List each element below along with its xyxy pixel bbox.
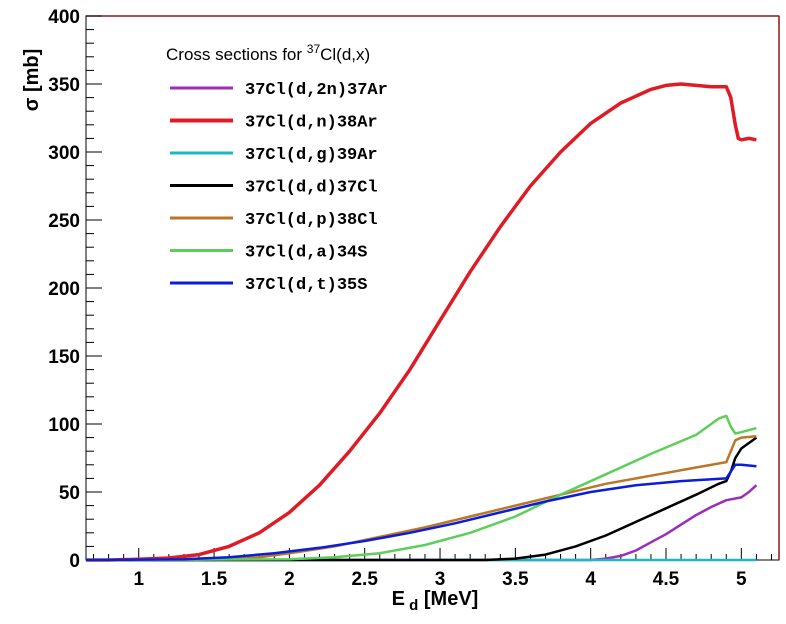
series-line (85, 463, 757, 562)
legend-entry: 37Cl(d,p)38Cl (245, 211, 378, 230)
y-axis-title: σ [mb] (21, 49, 43, 112)
y-tick-label: 150 (48, 347, 80, 368)
x-tick-label: 4 (585, 569, 596, 590)
y-tick-label: 0 (69, 551, 80, 572)
x-tick-label: 2.5 (351, 569, 378, 590)
series-line (85, 434, 757, 562)
x-tick-label: 5 (736, 569, 747, 590)
x-tick-label: 4.5 (653, 569, 680, 590)
x-axis-title: E d [MeV] (392, 588, 479, 614)
x-tick-label: 1.5 (201, 569, 228, 590)
x-tick-label: 3.5 (502, 569, 529, 590)
legend-entry: 37Cl(d,g)39Ar (245, 146, 378, 165)
legend-entry: 37Cl(d,a)34S (245, 244, 367, 263)
series-line (86, 82, 757, 562)
y-tick-label: 250 (48, 211, 80, 232)
axis-tick-labels: 1 1.5 2 2.5 3 3.5 4 4.5 505010015020025030035040… (48, 7, 747, 590)
series-line (86, 484, 758, 562)
y-tick-label: 350 (48, 75, 80, 96)
legend-entry: 37Cl(d,2n)37Ar (245, 81, 388, 100)
x-tick-label: 3 (435, 569, 446, 590)
legend-entry: 37Cl(d,d)37Cl (245, 179, 378, 198)
series-line (86, 436, 758, 562)
legend-entry: 37Cl(d,t)35S (245, 276, 367, 295)
x-tick-label: 2 (284, 569, 295, 590)
series-lines (85, 82, 758, 562)
y-tick-label: 300 (48, 143, 80, 164)
plot-frame (85, 15, 780, 561)
legend-entry: 37Cl(d,n)38Ar (245, 114, 378, 133)
y-tick-label: 400 (48, 7, 80, 28)
legend-title: Cross sections for 37Cl(d,x) (166, 42, 370, 64)
x-tick-label: 1 (133, 569, 144, 590)
y-tick-label: 200 (48, 279, 80, 300)
y-tick-label: 100 (48, 415, 80, 436)
y-tick-label: 50 (59, 483, 80, 504)
series-line (85, 414, 757, 562)
legend: Cross sections for 37Cl(d,x) 37Cl(d,2n)37… (166, 42, 388, 295)
